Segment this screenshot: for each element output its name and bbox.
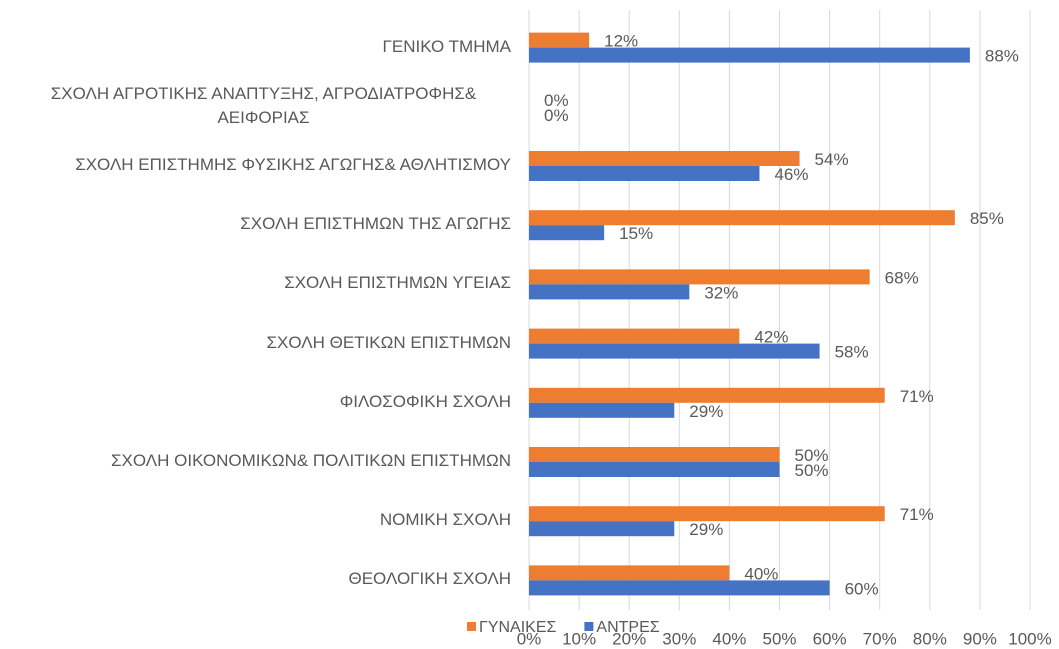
y-tick-label: ΦΙΛΟΣΟΦΙΚΗ ΣΧΟΛΗ <box>339 391 511 411</box>
x-tick-label: 60% <box>813 629 847 648</box>
data-label: 0% <box>544 91 569 110</box>
x-tick-label: 20% <box>612 629 646 648</box>
bar <box>529 32 590 48</box>
bar <box>529 269 870 285</box>
data-label: 58% <box>835 343 869 362</box>
x-tick-label: 40% <box>712 629 746 648</box>
y-tick-label: ΓΕΝΙΚΟ ΤΜΗΜΑ <box>382 36 511 56</box>
data-label: 85% <box>970 209 1004 228</box>
bar <box>529 565 730 581</box>
y-tick-label: ΣΧΟΛΗ ΘΕΤΙΚΩΝ ΕΠΙΣΤΗΜΩΝ <box>266 332 512 352</box>
data-label: 46% <box>774 165 808 184</box>
legend-label: ΑΝΤΡΕΣ <box>596 619 659 636</box>
x-tick-label: 10% <box>562 629 596 648</box>
y-tick-label: ΣΧΟΛΗ ΕΠΙΣΤΗΜΗΣ ΦΥΣΙΚΗΣ ΑΓΩΓΗΣ& ΑΘΛΗΤΙΣΜ… <box>75 155 511 174</box>
x-tick-label: 30% <box>662 629 696 648</box>
x-tick-label: 100% <box>1008 629 1051 648</box>
data-label: 15% <box>619 224 653 243</box>
data-label: 88% <box>985 47 1019 66</box>
data-label: 60% <box>845 579 879 598</box>
data-label: 29% <box>689 402 723 421</box>
y-tick-label: ΣΧΟΛΗ ΑΓΡΟΤΙΚΗΣ ΑΝΑΠΤΥΞΗΣ, ΑΓΡΟΔΙΑΤΡΟΦΗΣ… <box>50 83 477 127</box>
x-tick-label: 70% <box>863 629 897 648</box>
y-tick-label: ΣΧΟΛΗ ΟΙΚΟΝΟΜΙΚΩΝ& ΠΟΛΙΤΙΚΩΝ ΕΠΙΣΤΗΜΩΝ <box>111 451 511 470</box>
bar <box>529 210 955 226</box>
bar <box>529 580 830 596</box>
bar <box>529 387 885 403</box>
data-label: 12% <box>604 32 638 51</box>
bar <box>529 166 760 181</box>
y-tick-label: ΝΟΜΙΚΗ ΣΧΟΛΗ <box>379 510 511 530</box>
bar <box>529 47 970 63</box>
data-label: 50% <box>795 446 829 465</box>
bar <box>529 151 800 166</box>
data-label: 71% <box>900 387 934 406</box>
y-tick-label: ΣΧΟΛΗ ΕΠΙΣΤΗΜΩΝ ΥΓΕΙΑΣ <box>284 273 511 293</box>
bar <box>529 328 740 344</box>
data-label: 0% <box>544 106 569 125</box>
data-label: 42% <box>754 328 788 347</box>
bar <box>529 521 675 537</box>
bar <box>529 462 780 477</box>
y-tick-label: ΘΕΟΛΟΓΙΚΗ ΣΧΟΛΗ <box>348 569 511 589</box>
x-tick-label: 0% <box>517 629 542 648</box>
data-label: 32% <box>704 283 738 302</box>
legend-label: ΓΥΝΑΙΚΕΣ <box>479 619 557 636</box>
data-label: 29% <box>689 520 723 539</box>
data-label: 68% <box>885 268 919 287</box>
data-label: 71% <box>900 505 934 524</box>
data-label: 40% <box>744 564 778 583</box>
bar <box>529 402 675 418</box>
legend-swatch <box>467 622 476 631</box>
bar <box>529 343 820 359</box>
bar <box>529 447 780 462</box>
y-tick-label: ΣΧΟΛΗ ΕΠΙΣΤΗΜΩΝ ΤΗΣ ΑΓΩΓΗΣ <box>240 214 511 234</box>
legend-swatch <box>584 622 594 631</box>
bar <box>529 225 605 241</box>
x-tick-label: 80% <box>913 629 947 648</box>
bar <box>529 506 885 522</box>
bar <box>529 284 690 300</box>
data-label: 54% <box>815 150 849 169</box>
x-tick-label: 50% <box>762 629 796 648</box>
data-label: 50% <box>795 461 829 480</box>
x-tick-label: 90% <box>963 629 997 648</box>
